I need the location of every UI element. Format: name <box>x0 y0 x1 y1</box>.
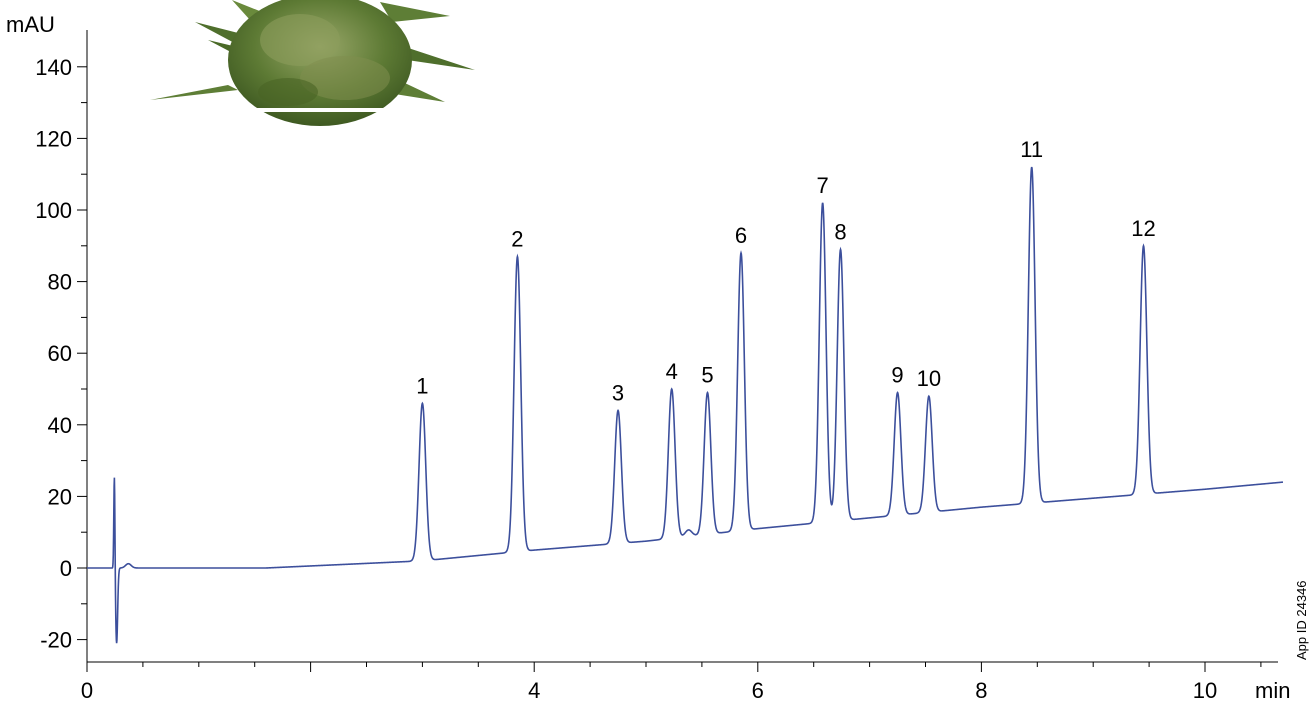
peak-label: 2 <box>511 227 523 252</box>
y-axis-unit-label: mAU <box>6 12 55 37</box>
y-tick-label: 80 <box>48 270 72 295</box>
peak-label: 9 <box>891 363 903 388</box>
x-tick-label: 8 <box>975 678 987 703</box>
cannabis-plant-image <box>150 0 475 126</box>
ticks: -20 0 20 40 60 80 100 120 140 0 4 6 8 10 <box>35 55 1261 703</box>
trace-group <box>87 167 1283 643</box>
y-tick-label: 60 <box>48 341 72 366</box>
chromatogram-trace <box>87 167 1283 643</box>
x-tick-label: 0 <box>81 678 93 703</box>
peak-label: 5 <box>701 363 713 388</box>
peak-label: 7 <box>817 173 829 198</box>
y-tick-label: -20 <box>40 628 72 653</box>
y-tick-label: 40 <box>48 413 72 438</box>
peak-label: 11 <box>1020 137 1043 162</box>
peak-label: 3 <box>612 380 624 405</box>
peak-label: 10 <box>917 366 941 391</box>
y-tick-label: 100 <box>35 198 72 223</box>
peak-label: 12 <box>1131 216 1155 241</box>
y-tick-label: 0 <box>60 556 72 581</box>
y-tick-label: 120 <box>35 126 72 151</box>
x-axis-unit-label: min <box>1255 678 1290 703</box>
y-tick-label: 20 <box>48 484 72 509</box>
y-tick-label: 140 <box>35 55 72 80</box>
x-tick-label: 10 <box>1193 678 1217 703</box>
peak-label: 8 <box>834 219 846 244</box>
peak-label: 1 <box>416 373 428 398</box>
peak-label: 6 <box>735 223 747 248</box>
x-tick-label: 4 <box>528 678 540 703</box>
x-tick-label: 6 <box>752 678 764 703</box>
peak-label: 4 <box>666 359 678 384</box>
app-id-label: App ID 24346 <box>1294 580 1309 660</box>
